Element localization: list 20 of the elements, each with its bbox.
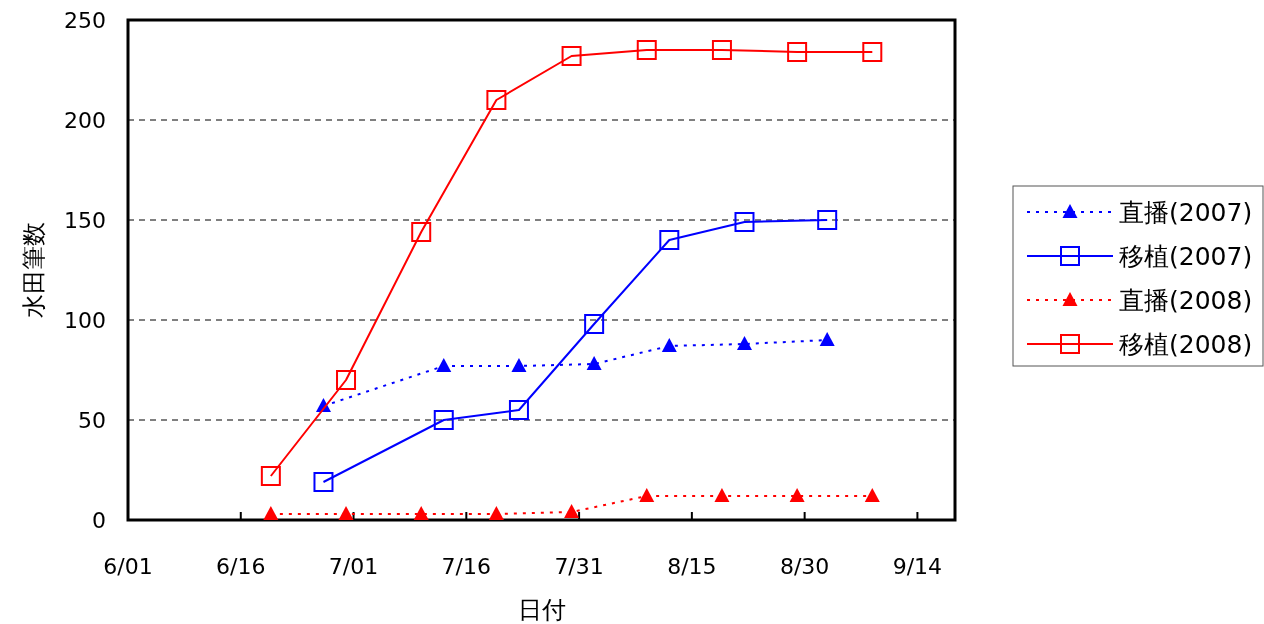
x-tick-label: 8/15 — [667, 554, 717, 579]
y-tick-label: 50 — [78, 408, 106, 433]
y-tick-label: 200 — [64, 108, 106, 133]
x-tick-label: 7/01 — [328, 554, 379, 579]
y-tick-label: 150 — [64, 208, 106, 233]
y-axis-title: 水田筆数 — [20, 222, 48, 318]
x-tick-label: 6/01 — [103, 554, 153, 579]
x-tick-label: 6/16 — [216, 554, 266, 579]
legend-label: 移植(2007) — [1119, 242, 1253, 271]
x-tick-label: 9/14 — [892, 554, 943, 579]
x-tick-label: 7/16 — [441, 554, 492, 579]
legend-label: 移植(2008) — [1119, 330, 1253, 359]
y-tick-label: 250 — [64, 8, 106, 33]
y-tick-label: 100 — [64, 308, 106, 333]
x-tick-label: 8/30 — [779, 554, 830, 579]
legend-label: 直播(2007) — [1119, 198, 1253, 227]
x-tick-label: 7/31 — [554, 554, 604, 579]
legend-label: 直播(2008) — [1119, 286, 1253, 315]
x-axis-title: 日付 — [517, 596, 566, 624]
y-tick-label: 0 — [92, 508, 106, 533]
